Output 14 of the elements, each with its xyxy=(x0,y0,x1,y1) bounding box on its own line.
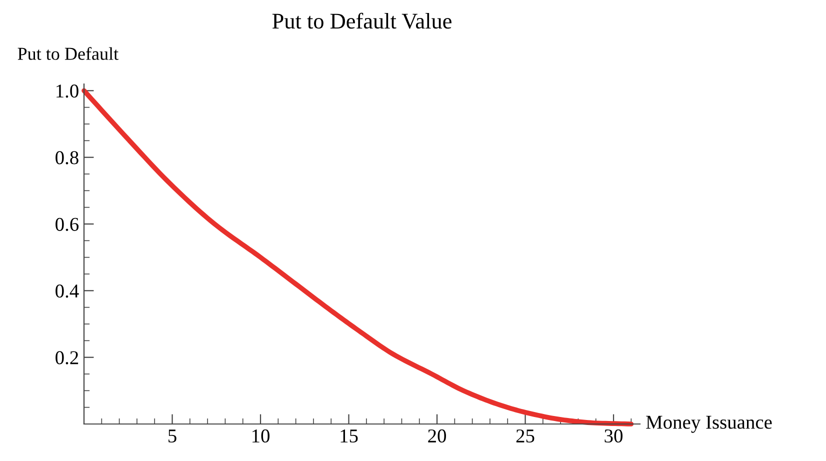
x-tick-label: 30 xyxy=(604,429,623,443)
y-tick-label: 0.6 xyxy=(56,218,79,232)
chart-title: Put to Default Value xyxy=(272,12,452,29)
y-tick-label: 1.0 xyxy=(56,84,78,98)
x-tick-label: 5 xyxy=(168,430,176,443)
y-tick-label: 0.8 xyxy=(56,151,78,164)
y-tick-label: 0.4 xyxy=(56,284,79,298)
y-tick-label: 0.2 xyxy=(56,351,78,364)
x-tick-label: 25 xyxy=(516,429,534,443)
x-tick-label: 20 xyxy=(428,429,446,443)
x-tick-label: 10 xyxy=(252,429,270,443)
y-axis-title: Put to Default xyxy=(18,47,118,60)
x-axis-title: Money Issuance xyxy=(646,416,772,433)
x-tick-label: 15 xyxy=(340,430,358,443)
